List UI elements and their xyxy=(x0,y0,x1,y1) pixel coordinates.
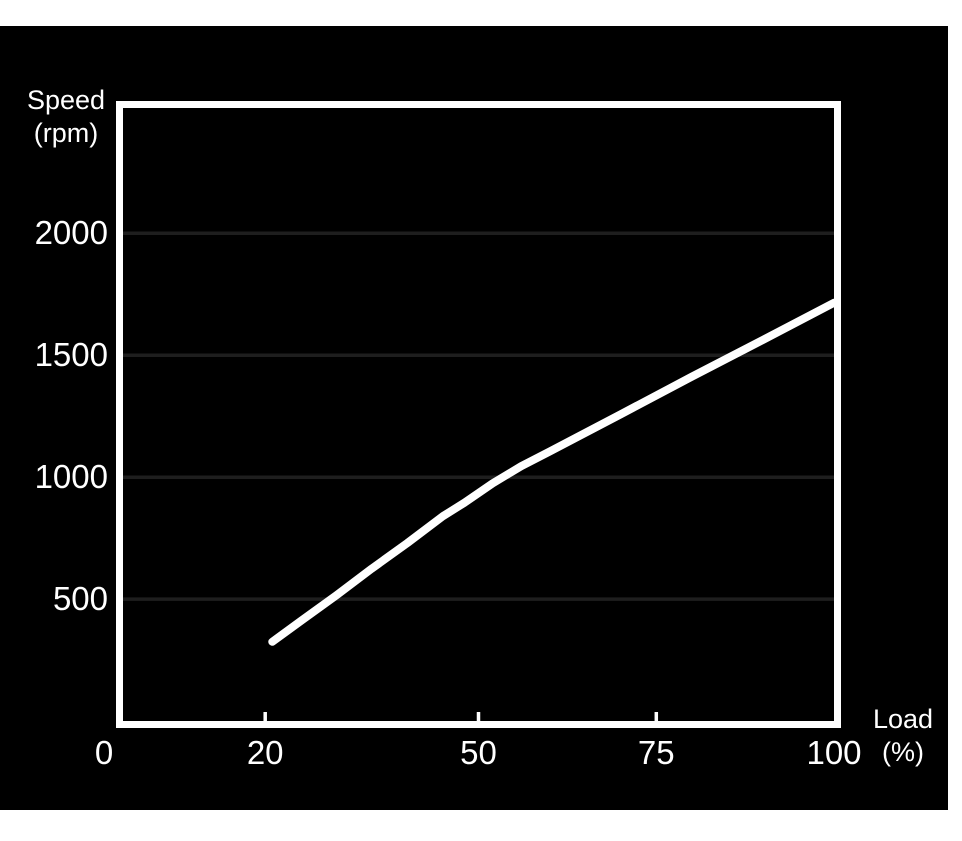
y-axis-title: Speed (rpm) xyxy=(22,84,110,150)
y-tick-label-1500: 1500 xyxy=(34,336,108,374)
y-tick-label-2000: 2000 xyxy=(34,214,108,252)
x-axis-title-line2: (%) xyxy=(882,737,924,767)
x-tick-label-75: 75 xyxy=(637,734,675,771)
x-tick-label-20: 20 xyxy=(246,734,284,771)
x-axis-title: Load (%) xyxy=(862,703,944,769)
chart-canvas xyxy=(0,26,948,810)
y-axis-title-line2: (rpm) xyxy=(33,118,99,148)
y-tick-label-500: 500 xyxy=(52,580,108,618)
y-tick-label-1000: 1000 xyxy=(34,458,108,496)
x-tick-label-0: 0 xyxy=(94,734,114,771)
x-axis-title-line1: Load xyxy=(872,704,934,734)
x-tick-label-50: 50 xyxy=(460,734,497,771)
x-tick-label-100: 100 xyxy=(806,734,862,771)
y-axis-title-line1: Speed xyxy=(26,85,106,115)
series-speed-vs-load xyxy=(268,298,834,646)
plot-frame xyxy=(116,101,841,728)
plot-area xyxy=(123,231,834,721)
